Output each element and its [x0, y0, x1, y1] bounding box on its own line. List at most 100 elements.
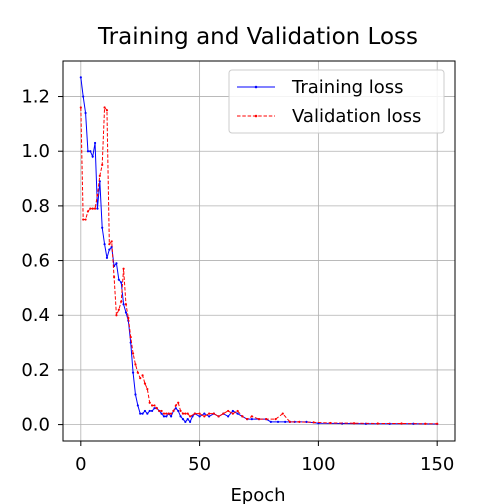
- training-loss-point: [124, 311, 128, 314]
- y-tick-label: 1.0: [21, 141, 50, 162]
- training-loss-point: [198, 415, 201, 418]
- validation-loss-point: [376, 422, 379, 425]
- training-loss-point: [276, 420, 280, 423]
- validation-loss-point: [208, 412, 211, 415]
- x-tick-label: 100: [301, 454, 335, 475]
- training-loss-legend-label: Training loss: [291, 77, 404, 98]
- training-loss-point: [146, 412, 149, 415]
- training-loss-point: [115, 262, 118, 265]
- training-loss-point: [203, 412, 206, 415]
- training-loss-point: [160, 412, 163, 415]
- validation-loss-point: [236, 409, 239, 413]
- validation-loss-point: [148, 401, 151, 404]
- validation-loss-line: [80, 106, 438, 425]
- validation-loss-point: [84, 218, 87, 221]
- validation-loss-point: [82, 218, 85, 221]
- validation-loss-point: [265, 418, 268, 421]
- validation-loss-point: [127, 316, 130, 320]
- validation-loss-point: [250, 415, 253, 418]
- validation-loss-point: [160, 409, 163, 413]
- validation-loss-point: [222, 412, 225, 415]
- training-loss-point: [269, 420, 272, 423]
- validation-loss-point: [150, 404, 154, 407]
- y-tick-label: 0.6: [21, 251, 50, 272]
- validation-loss-point: [91, 207, 94, 210]
- validation-loss-point: [436, 422, 439, 425]
- validation-loss-point: [203, 415, 206, 418]
- training-loss-point: [250, 418, 253, 421]
- validation-loss-point: [96, 193, 99, 197]
- x-tick-label: 150: [420, 454, 454, 475]
- training-loss-point: [231, 409, 234, 413]
- training-loss-point: [86, 150, 90, 153]
- validation-loss-point: [274, 418, 277, 421]
- series-group: [79, 76, 439, 426]
- validation-loss-point: [329, 421, 332, 425]
- training-loss-point: [208, 415, 211, 418]
- validation-loss-point: [101, 163, 104, 166]
- validation-loss-point: [134, 363, 137, 366]
- training-loss-point: [227, 415, 230, 418]
- x-axis-label: Epoch: [230, 485, 285, 504]
- plot-frame: [62, 60, 456, 442]
- validation-loss-point: [153, 404, 156, 407]
- validation-loss-point: [165, 412, 168, 415]
- validation-loss-point: [172, 409, 175, 413]
- validation-loss-point: [177, 401, 180, 404]
- training-loss-point: [136, 404, 139, 407]
- y-tick-label: 0.2: [21, 360, 50, 381]
- training-loss-point: [170, 415, 173, 418]
- validation-loss-point: [227, 409, 230, 413]
- training-loss-point: [91, 155, 94, 158]
- validation-loss-point: [89, 207, 92, 210]
- validation-loss-point: [281, 412, 284, 415]
- validation-loss-point: [212, 412, 215, 415]
- training-loss-point: [131, 371, 135, 374]
- training-loss-point: [79, 76, 82, 79]
- y-tick-label: 0.0: [21, 415, 50, 436]
- validation-loss-point: [124, 303, 128, 306]
- validation-loss-point: [174, 404, 177, 407]
- validation-loss-point: [170, 412, 173, 415]
- validation-loss-point: [136, 371, 139, 374]
- validation-loss-point: [312, 421, 315, 424]
- validation-loss-point: [181, 412, 185, 415]
- training-loss-point: [96, 207, 99, 210]
- x-tick-label: 50: [188, 454, 211, 475]
- validation-loss-point: [146, 387, 149, 391]
- validation-loss-point: [246, 418, 249, 421]
- validation-loss-point: [103, 106, 106, 109]
- validation-loss-point: [117, 308, 120, 311]
- validation-loss-point: [93, 207, 97, 210]
- validation-loss-point: [120, 300, 123, 303]
- training-loss-point: [141, 412, 144, 415]
- validation-loss-point: [139, 377, 142, 380]
- training-loss-point: [134, 393, 137, 396]
- validation-loss-point: [112, 275, 116, 279]
- training-loss-point: [120, 281, 123, 284]
- validation-loss-point: [122, 267, 125, 270]
- validation-loss-point: [108, 243, 111, 246]
- training-loss-point: [108, 248, 111, 251]
- validation-loss-point: [424, 422, 427, 425]
- validation-loss-point: [186, 412, 189, 415]
- training-loss-point: [143, 409, 147, 413]
- training-loss-point: [153, 407, 156, 410]
- training-loss-point: [139, 412, 142, 415]
- training-loss-point: [174, 407, 177, 410]
- validation-loss-point: [141, 374, 144, 377]
- training-loss-point: [103, 243, 106, 246]
- training-loss-point: [305, 420, 308, 423]
- validation-loss-point: [352, 422, 356, 425]
- training-loss-point: [148, 409, 151, 413]
- training-loss-point: [284, 420, 287, 423]
- training-loss-point: [189, 420, 192, 423]
- validation-loss-point: [98, 174, 101, 177]
- y-tick-label: 1.2: [21, 87, 50, 108]
- validation-loss-legend-marker: [254, 114, 258, 118]
- validation-loss-point: [110, 240, 113, 243]
- training-loss-point: [181, 418, 185, 421]
- training-loss-point: [236, 412, 239, 415]
- training-loss-point: [162, 415, 166, 418]
- validation-loss-point: [189, 415, 192, 418]
